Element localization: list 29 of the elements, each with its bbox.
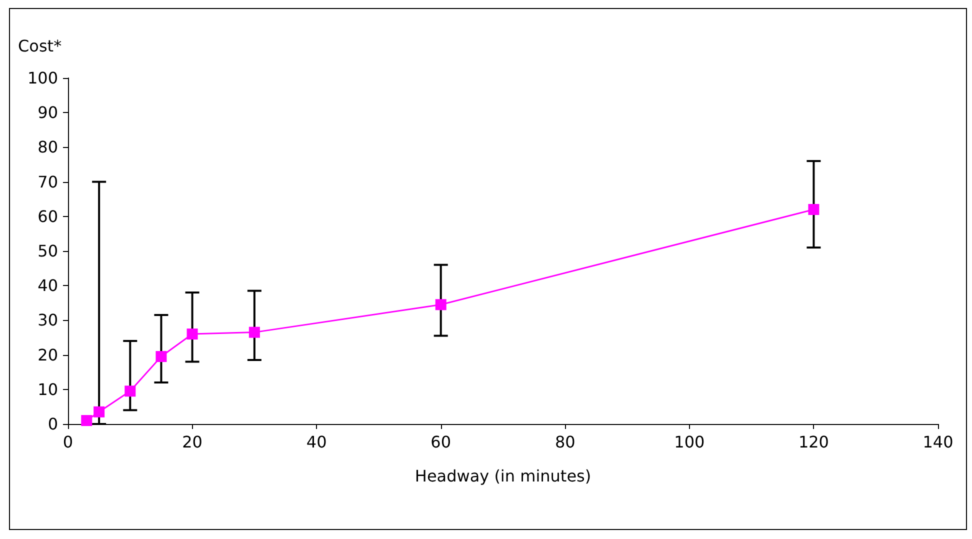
point [156, 351, 167, 362]
x-tick-label: 0 [62, 432, 74, 452]
y-tick-label: 30 [38, 310, 58, 330]
y-tick-label: 60 [38, 206, 58, 226]
x-tick-label: 20 [182, 432, 202, 452]
y-tick-label: 0 [48, 414, 58, 434]
point [808, 204, 820, 215]
y-tick-label: 40 [38, 276, 58, 296]
point [186, 328, 198, 340]
point [248, 326, 260, 338]
y-tick-label: 100 [27, 68, 58, 88]
y-tick-label: 90 [38, 103, 58, 122]
y-tick-label: 50 [38, 242, 58, 260]
x-tick-label: 100 [674, 432, 705, 452]
x-tick-label: 120 [798, 432, 829, 452]
x-tick-label: 60 [430, 432, 452, 452]
x-tick-label: 140 [922, 432, 954, 452]
y-tick-label: 70 [38, 172, 58, 192]
point [124, 386, 136, 397]
point [94, 406, 105, 418]
x-tick-label: 80 [554, 432, 576, 452]
x-axis-title: Headway (in minutes) [414, 466, 592, 486]
x-tick-label: 40 [306, 432, 327, 452]
point [435, 299, 446, 310]
point [81, 415, 92, 426]
y-tick-label: 80 [38, 138, 58, 157]
y-tick-label: 20 [38, 345, 58, 364]
y-axis-title: Cost* [18, 36, 62, 56]
y-tick-label: 10 [38, 380, 58, 399]
